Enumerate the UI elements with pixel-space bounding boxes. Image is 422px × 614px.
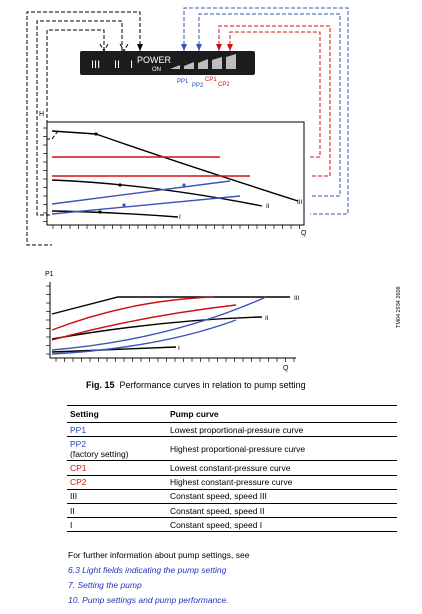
- setting-code: II: [70, 505, 75, 516]
- pump-settings-table: Setting Pump curve PP1 Lowest proportiona…: [67, 405, 397, 533]
- column-header-setting: Setting: [67, 405, 167, 423]
- bottom-curve-speed-three: [51, 296, 290, 315]
- table-row: II Constant speed, speed II: [67, 503, 397, 519]
- on-label: ON: [152, 67, 161, 73]
- figure-caption-text: Performance curves in relation to pump s…: [119, 380, 306, 390]
- setting-cell: I: [67, 517, 167, 533]
- table-row: CP1 Lowest constant-pressure curve: [67, 460, 397, 476]
- panel-speed-one: I: [130, 59, 133, 71]
- setting-cell: III: [67, 489, 167, 504]
- tag-pp2: PP2: [192, 83, 204, 89]
- bottom-curve-cp1: [51, 304, 237, 341]
- tag-cp2: CP2: [218, 82, 230, 88]
- setting-code: PP2: [70, 438, 87, 449]
- table-row: III Constant speed, speed III: [67, 489, 397, 504]
- bottom-curve-speed-two: [51, 316, 263, 340]
- top-marker: [118, 183, 122, 187]
- bottom-chart-x-label: Q: [283, 365, 289, 372]
- table-row: I Constant speed, speed I: [67, 517, 397, 533]
- setting-note: (factory setting): [70, 448, 129, 459]
- panel-speed-three: III: [91, 59, 100, 71]
- pump-curve-cell: Highest proportional-pressure curve: [167, 436, 397, 462]
- figure-number: Fig. 15: [86, 380, 115, 390]
- column-header-pump-curve: Pump curve: [167, 405, 397, 423]
- bottom-label-one: I: [178, 345, 180, 352]
- table-row: PP1 Lowest proportional-pressure curve: [67, 422, 397, 438]
- bottom-curve-pp1: [51, 319, 237, 355]
- top-label-one: I: [179, 214, 181, 221]
- bottom-curve-cp2: [51, 296, 215, 331]
- setting-cell: PP1: [67, 422, 167, 438]
- top-curve-speed-one: [51, 210, 179, 218]
- performance-curves-figure: III II I POWER ON PP1 PP2 CP1 CP2 H Q II…: [26, 7, 349, 372]
- setting-cell: CP2: [67, 475, 167, 490]
- top-label-two: II: [266, 203, 270, 210]
- top-curve-speed-two: [51, 179, 263, 207]
- pump-curve-cell: Constant speed, speed III: [167, 489, 397, 504]
- bottom-label-two: II: [265, 315, 269, 322]
- reference-links: 6.3 Light fields indicating the pump set…: [68, 565, 229, 610]
- setting-code: CP2: [70, 477, 87, 488]
- table-row: CP2 Highest constant-pressure curve: [67, 475, 397, 490]
- panel-speed-two: II: [114, 59, 120, 71]
- pump-curve-cell: Constant speed, speed I: [167, 517, 397, 533]
- proportional-leader-lines: [183, 7, 349, 215]
- tag-cp1: CP1: [205, 77, 217, 83]
- top-curve-speed-three: [51, 130, 299, 202]
- top-label-three: III: [297, 199, 303, 206]
- link-pump-settings-performance[interactable]: 10. Pump settings and pump performance.: [68, 595, 229, 605]
- control-panel: [80, 51, 255, 75]
- setting-cell: CP1: [67, 460, 167, 476]
- setting-code: I: [70, 519, 73, 530]
- speed-leader-lines: [26, 11, 141, 246]
- bottom-label-three: III: [294, 295, 300, 302]
- setting-code: CP1: [70, 462, 87, 473]
- power-label: POWER: [137, 55, 172, 65]
- further-info-text: For further information about pump setti…: [68, 550, 250, 560]
- tag-pp1: PP1: [177, 79, 189, 85]
- setting-light-fields: [170, 54, 236, 69]
- bottom-curve-pp2: [51, 296, 267, 351]
- bottom-chart-y-label: P1: [45, 271, 54, 278]
- setting-cell: PP2 (factory setting): [67, 436, 167, 462]
- figure-code: TM04 2934 2608: [396, 286, 402, 328]
- pump-curve-cell: Constant speed, speed II: [167, 503, 397, 519]
- figure-caption: Fig. 15 Performance curves in relation t…: [86, 380, 306, 390]
- table-row: PP2 (factory setting) Highest proportional…: [67, 436, 397, 462]
- table-body: PP1 Lowest proportional-pressure curve PP2…: [67, 422, 397, 533]
- constant-pressure-leader-lines: [218, 25, 331, 177]
- setting-cell: II: [67, 503, 167, 519]
- leader-arrowheads: [137, 44, 233, 51]
- pump-curve-cell: Highest constant-pressure curve: [167, 475, 397, 490]
- link-setting-the-pump[interactable]: 7. Setting the pump: [68, 580, 142, 590]
- table-header-row: Setting Pump curve: [67, 405, 397, 423]
- top-chart-x-label: Q: [301, 230, 307, 237]
- top-marker: [122, 203, 126, 207]
- pump-curve-cell: Lowest proportional-pressure curve: [167, 422, 397, 438]
- setting-code: PP1: [70, 424, 87, 435]
- top-marker: [94, 132, 98, 136]
- top-marker: [98, 210, 102, 214]
- top-chart-frame: [46, 121, 305, 226]
- top-curve-pp2: [51, 180, 231, 205]
- pump-curve-cell: Lowest constant-pressure curve: [167, 460, 397, 476]
- setting-code: III: [70, 491, 78, 502]
- top-marker: [182, 183, 186, 187]
- top-chart-y-label: H: [39, 111, 44, 118]
- top-chart-ticks: [43, 127, 300, 229]
- top-curve-pp1: [51, 195, 241, 215]
- link-light-fields[interactable]: 6.3 Light fields indicating the pump set…: [68, 565, 227, 575]
- bottom-chart-ticks: [46, 285, 295, 362]
- bottom-curve-speed-one: [51, 346, 177, 353]
